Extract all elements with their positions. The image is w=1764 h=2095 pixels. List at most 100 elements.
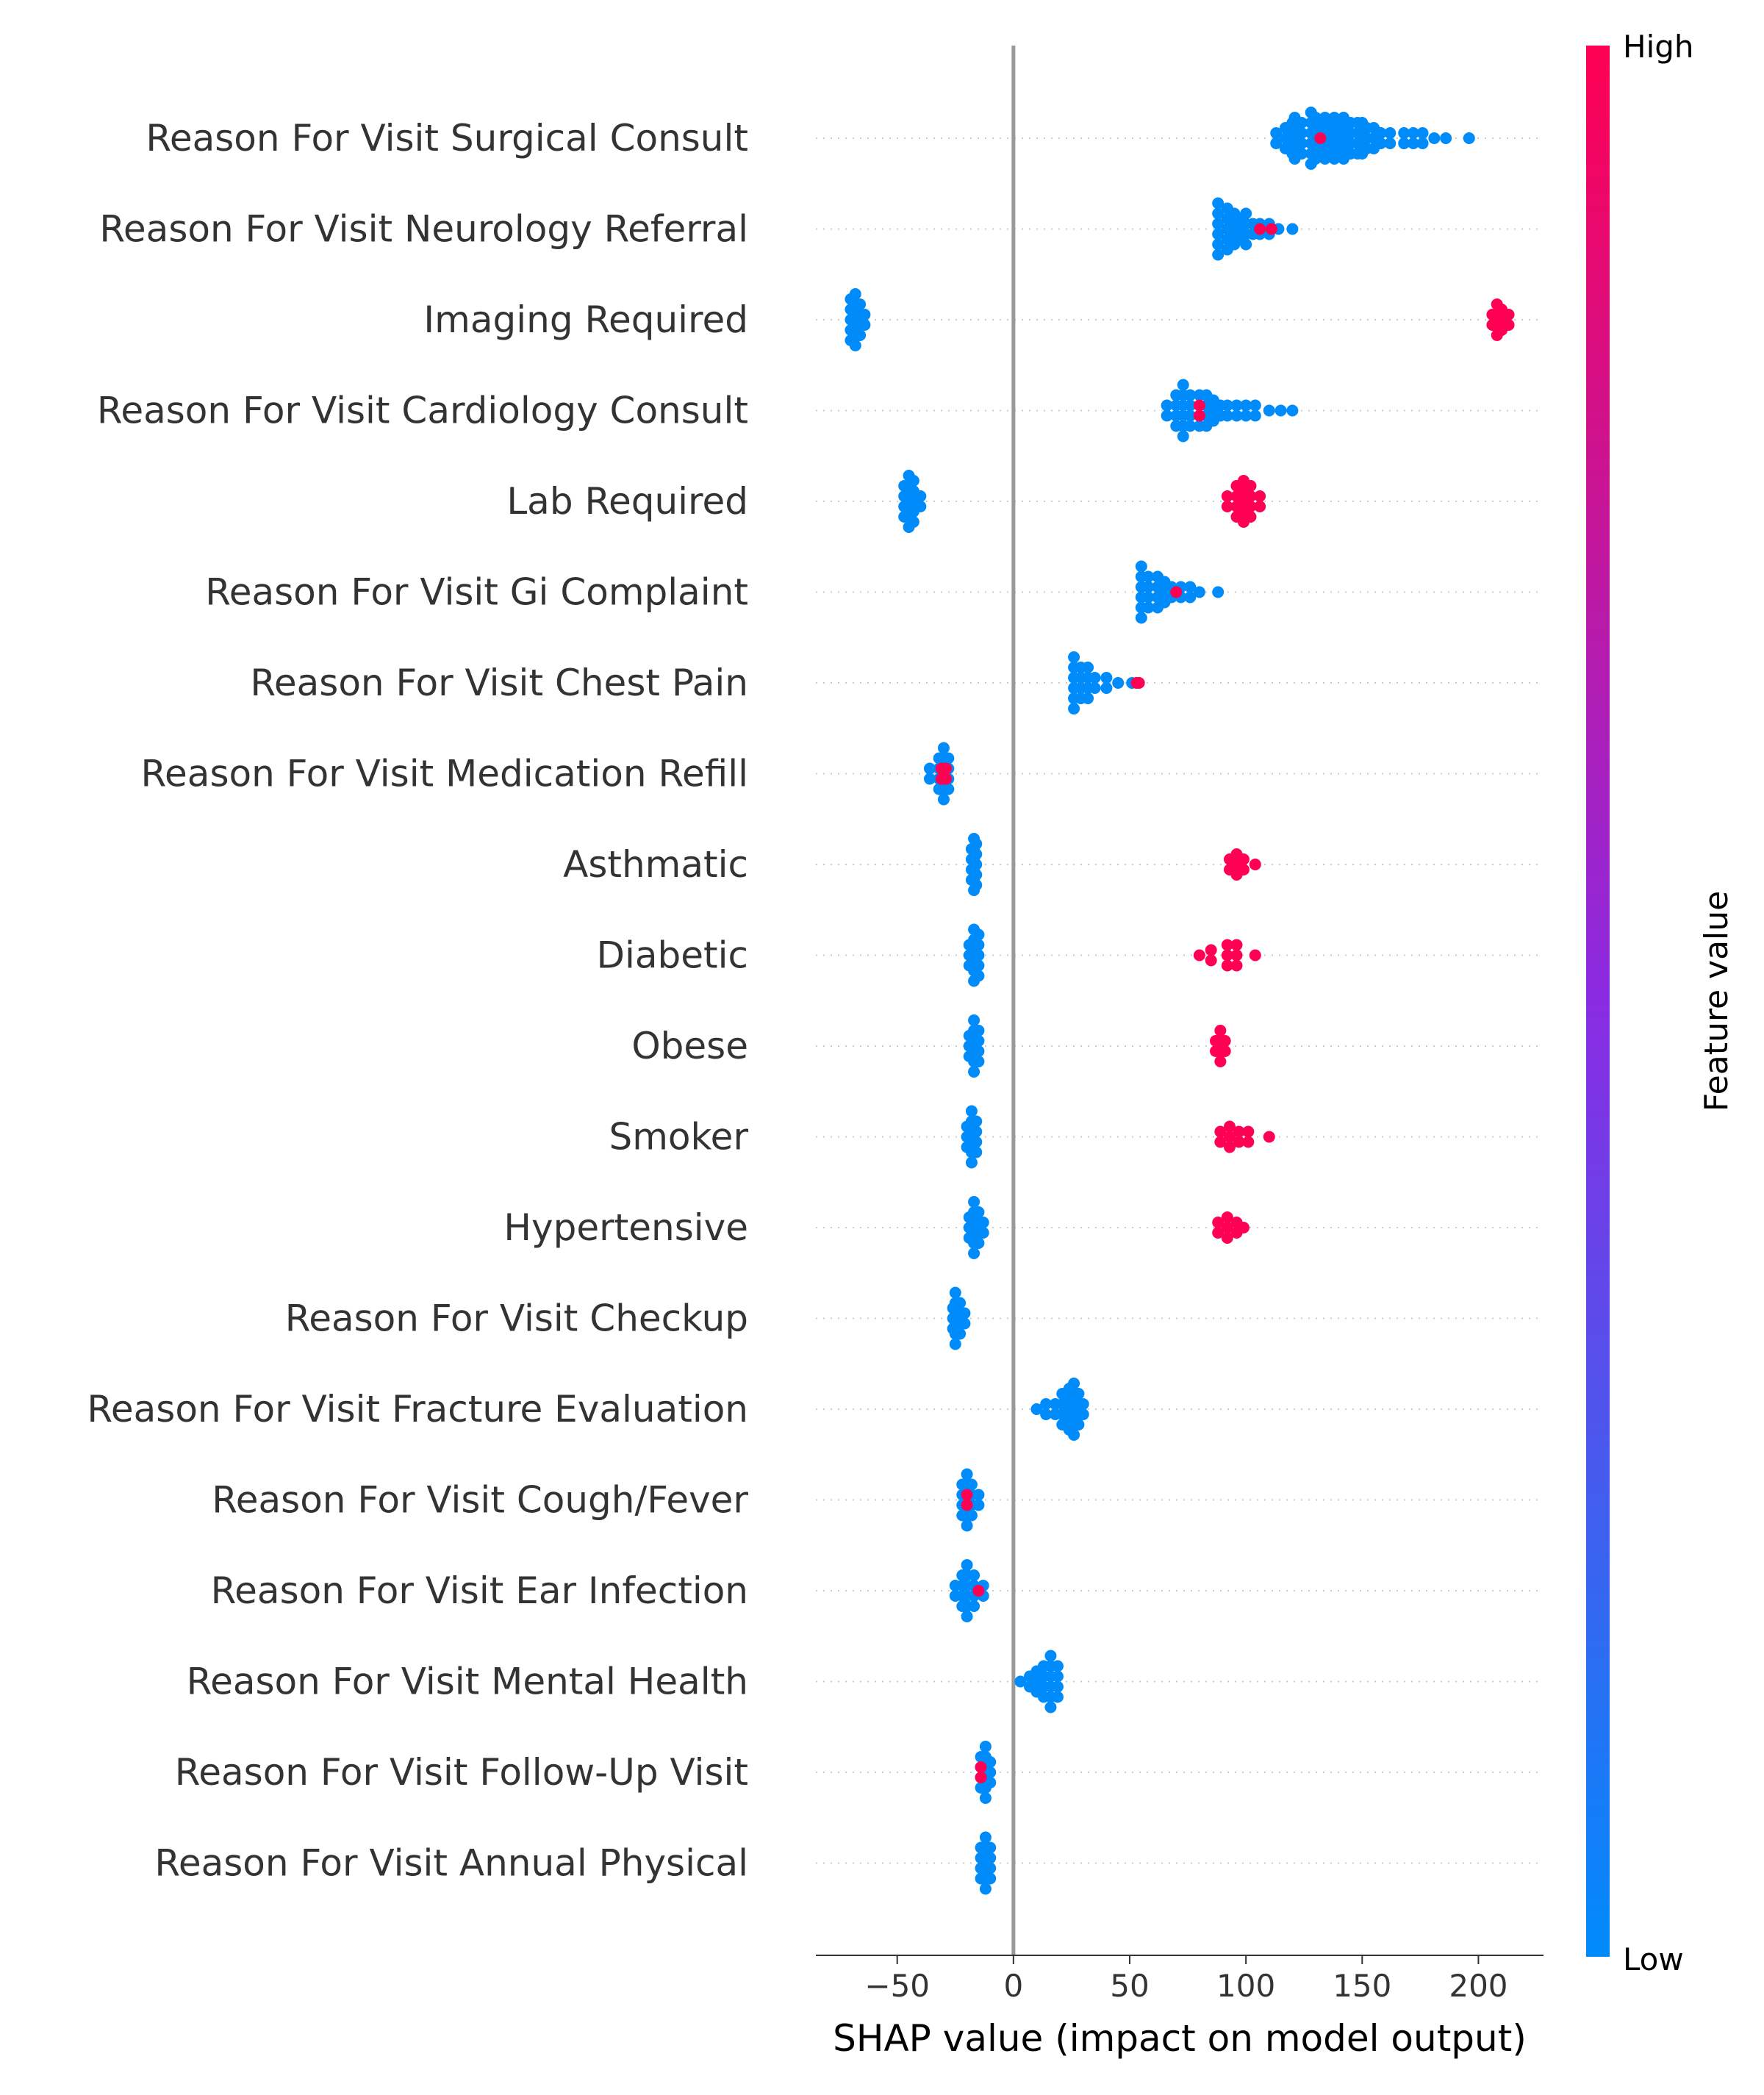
data-point <box>854 329 867 341</box>
data-point <box>1502 309 1515 320</box>
data-point <box>968 1569 980 1581</box>
x-tick-label: 200 <box>1449 1968 1507 2004</box>
data-point <box>972 939 985 951</box>
data-point <box>1230 939 1243 951</box>
data-point <box>1221 939 1233 951</box>
data-point <box>961 1499 973 1511</box>
data-point <box>1214 1136 1227 1148</box>
data-point <box>1077 1398 1089 1410</box>
data-point <box>1263 404 1275 417</box>
data-point <box>972 1056 985 1067</box>
data-point <box>1089 672 1101 684</box>
data-point <box>1270 127 1283 139</box>
data-point <box>1082 692 1094 704</box>
data-point <box>1416 127 1429 139</box>
feature-label: Asthmatic <box>563 843 748 886</box>
data-point <box>1233 1136 1245 1148</box>
data-point <box>1233 1125 1245 1138</box>
colorbar-low-label: Low <box>1623 1941 1684 1977</box>
data-point <box>1177 379 1189 391</box>
data-point <box>979 1741 992 1752</box>
data-point <box>940 773 953 785</box>
feature-label: Reason For Visit Fracture Evaluation <box>87 1388 748 1430</box>
data-point <box>965 1509 978 1522</box>
colorbar: High Low Feature value <box>1586 29 1735 1977</box>
data-point <box>1249 399 1261 412</box>
data-point <box>1230 399 1243 412</box>
feature-label: Obese <box>631 1025 748 1067</box>
data-point <box>1212 1227 1225 1239</box>
data-point <box>1230 949 1243 961</box>
data-point <box>923 773 936 785</box>
feature-label: Reason For Visit Mental Health <box>187 1661 748 1703</box>
data-point <box>1205 944 1217 956</box>
data-point <box>977 1217 989 1228</box>
data-point <box>968 1014 980 1026</box>
data-point <box>977 1227 989 1239</box>
data-point <box>1221 490 1233 502</box>
data-points <box>845 107 1515 1895</box>
data-point <box>1440 132 1452 144</box>
x-axis-title: SHAP value (impact on model output) <box>833 2017 1527 2060</box>
data-point <box>1100 672 1113 684</box>
data-point <box>1184 420 1197 432</box>
data-point <box>972 1237 985 1249</box>
data-point <box>972 1585 985 1597</box>
data-point <box>1230 409 1243 422</box>
data-point <box>965 1478 978 1491</box>
data-point <box>914 501 927 512</box>
data-point <box>1142 591 1155 604</box>
data-point <box>1265 223 1277 235</box>
data-point <box>968 1066 980 1078</box>
data-point <box>984 1852 997 1864</box>
data-point <box>1089 682 1101 694</box>
data-point <box>1135 612 1147 624</box>
data-point <box>961 1519 973 1532</box>
data-point <box>1193 586 1205 598</box>
data-point <box>849 288 861 300</box>
data-point <box>972 1025 985 1036</box>
data-point <box>1214 1125 1227 1138</box>
colorbar-title: Feature value <box>1698 891 1735 1111</box>
data-point <box>1244 480 1257 492</box>
data-point <box>1177 430 1189 443</box>
data-point <box>1212 1217 1225 1228</box>
data-point <box>1135 560 1147 573</box>
data-point <box>1286 223 1299 235</box>
data-point <box>972 949 985 961</box>
data-point <box>1051 1680 1064 1693</box>
data-point <box>1051 1670 1064 1683</box>
data-point <box>1244 490 1257 502</box>
data-point <box>1072 1388 1085 1400</box>
data-point <box>1249 949 1261 961</box>
data-point <box>1416 137 1429 149</box>
data-point <box>972 1489 985 1501</box>
data-point <box>1077 1408 1089 1420</box>
data-point <box>968 1600 980 1612</box>
data-point <box>1040 1408 1053 1420</box>
data-point <box>1502 319 1515 331</box>
data-point <box>968 1247 980 1259</box>
data-point <box>1286 404 1299 417</box>
data-point <box>1161 409 1173 422</box>
data-point <box>975 1772 987 1783</box>
data-point <box>1240 399 1252 412</box>
data-point <box>1463 132 1475 144</box>
data-point <box>1212 197 1225 210</box>
data-point <box>968 1196 980 1208</box>
data-point <box>1296 117 1308 129</box>
data-point <box>949 1338 961 1350</box>
data-point <box>1170 586 1183 598</box>
data-point <box>1407 137 1419 149</box>
data-point <box>1068 651 1080 663</box>
data-point <box>1212 207 1225 220</box>
data-point <box>1030 1403 1043 1415</box>
data-point <box>1212 218 1225 230</box>
data-point <box>970 838 983 850</box>
data-point <box>1193 409 1205 422</box>
data-point <box>1051 1691 1064 1703</box>
data-point <box>984 1766 997 1778</box>
data-point <box>1212 586 1225 598</box>
data-point <box>958 1317 971 1330</box>
